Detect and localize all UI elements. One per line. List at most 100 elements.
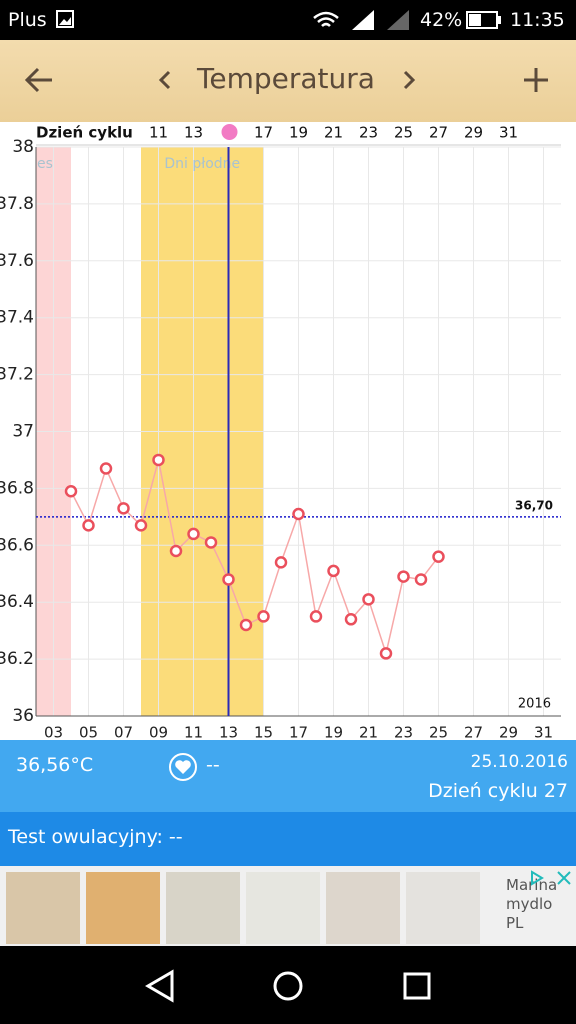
- back-button[interactable]: [24, 66, 54, 94]
- temperature-point: [344, 613, 358, 626]
- temperature-point: [152, 453, 165, 467]
- carrier: Plus: [8, 9, 47, 31]
- app-header: Temperatura: [0, 40, 576, 122]
- ovulation-test-text: Test owulacyjny: --: [8, 826, 183, 848]
- y-tick-label: 37.2: [0, 365, 34, 385]
- x2-tick-label: 27: [429, 124, 448, 142]
- temperature-point: [204, 536, 218, 549]
- prev-button[interactable]: [158, 70, 172, 90]
- x-tick-label: 31: [534, 724, 553, 741]
- x2-tick-label: 19: [289, 124, 308, 142]
- ovulation-test[interactable]: Test owulacyjny: --: [0, 812, 576, 866]
- x2-tick-label: 23: [359, 124, 378, 142]
- ad-image: [166, 872, 240, 944]
- clock: 11:35: [510, 9, 565, 31]
- signal-icons: [313, 10, 409, 30]
- x2-tick-label: 13: [184, 124, 203, 142]
- temperature-point: [327, 564, 340, 578]
- temperature: 36,56°C: [16, 754, 94, 776]
- x-tick-label: 15: [254, 724, 273, 741]
- year-label: 2016: [518, 697, 551, 712]
- ovulation-icon: [221, 124, 238, 140]
- y-tick-label: 38: [12, 137, 34, 157]
- day-summary: 36,56°C -- 25.10.2016 Dzień cyklu 27: [0, 740, 576, 812]
- x2-tick-label: 11: [149, 124, 168, 142]
- temperature-point: [432, 550, 445, 563]
- reference-label: 36,70: [515, 498, 553, 512]
- y-tick-label: 36.2: [0, 649, 34, 669]
- temperature-point: [169, 544, 183, 558]
- y-tick-label: 37: [12, 422, 34, 442]
- x2-tick-label: 31: [499, 124, 518, 142]
- x-tick-label: 09: [149, 724, 168, 741]
- x-tick-label: 21: [359, 724, 378, 741]
- y-tick-label: 36.8: [0, 478, 34, 498]
- band-label: es: [37, 156, 53, 172]
- temperature-point: [222, 573, 235, 586]
- temperature-point: [99, 462, 113, 475]
- ad-banner[interactable]: Marina mydlo PL: [0, 866, 576, 946]
- temperature-point: [362, 593, 375, 606]
- temperature-point: [309, 610, 323, 623]
- heart-value: --: [206, 754, 220, 776]
- ad-image: [406, 872, 480, 944]
- x-tick-label: 03: [44, 724, 63, 741]
- header-title: Temperatura: [197, 62, 375, 95]
- ad-image: [246, 872, 320, 944]
- chart: 36 36.2 36.4 36.6 36.8 37 37.2 37.4 37.6 37.8 38 03…: [0, 122, 576, 740]
- y-tick-label: 37.8: [0, 194, 34, 214]
- temperature-point: [379, 647, 393, 660]
- temperature-point: [292, 507, 305, 521]
- x-tick-label: 11: [184, 724, 203, 741]
- y-tick-label: 37.4: [0, 308, 34, 328]
- x-tick-label: 07: [114, 724, 133, 741]
- battery-icon: [466, 11, 501, 29]
- temperature-point: [134, 519, 148, 532]
- nav-icons: [145, 969, 431, 1003]
- add-button[interactable]: [522, 66, 550, 94]
- x2-axis-label: Dzień cyklu: [36, 124, 133, 142]
- y-tick-label: 36: [12, 706, 34, 726]
- nav-bar: [0, 946, 576, 1024]
- temperature-line: [70, 459, 440, 657]
- x-tick-label: 17: [289, 724, 308, 741]
- x2-tick-label: 17: [254, 124, 273, 142]
- date: 25.10.2016: [470, 752, 568, 772]
- temperature-point: [274, 556, 288, 569]
- x-tick-label: 29: [499, 724, 518, 741]
- x-tick-label: 23: [394, 724, 413, 741]
- gallery-icon: [56, 10, 74, 28]
- cycle-day: Dzień cyklu 27: [428, 780, 568, 802]
- temperature-point: [257, 610, 270, 623]
- x2-tick-label: 21: [324, 124, 343, 142]
- x-tick-label: 27: [464, 724, 483, 741]
- status-bar: Plus 42% 11:35: [0, 0, 576, 40]
- temperature-point: [414, 573, 428, 586]
- nav-recents[interactable]: [403, 972, 431, 1000]
- temperature-point: [239, 618, 253, 632]
- x-tick-label: 13: [219, 724, 238, 741]
- x2-tick-label: 25: [394, 124, 413, 142]
- ad-image: [86, 872, 160, 944]
- x2-tick-label: 29: [464, 124, 483, 142]
- ad-image: [6, 872, 80, 944]
- band-label: Dni płodne: [164, 156, 240, 172]
- temperature-point: [117, 502, 130, 515]
- temperature-point: [187, 527, 200, 541]
- heart-icon[interactable]: [168, 752, 198, 782]
- next-button[interactable]: [402, 70, 416, 90]
- ad-image: [326, 872, 400, 944]
- nav-home[interactable]: [273, 971, 303, 1001]
- x-tick-label: 05: [79, 724, 98, 741]
- battery-level: 42%: [420, 9, 463, 31]
- temperature-point: [82, 519, 95, 532]
- ad-choices[interactable]: [528, 868, 574, 888]
- x-tick-label: 25: [429, 724, 448, 741]
- y-tick-label: 36.6: [0, 535, 34, 555]
- nav-back[interactable]: [145, 969, 174, 1003]
- temperature-point: [397, 570, 410, 583]
- y-tick-label: 37.6: [0, 251, 34, 271]
- y-tick-label: 36.4: [0, 592, 34, 612]
- x-tick-label: 19: [324, 724, 343, 741]
